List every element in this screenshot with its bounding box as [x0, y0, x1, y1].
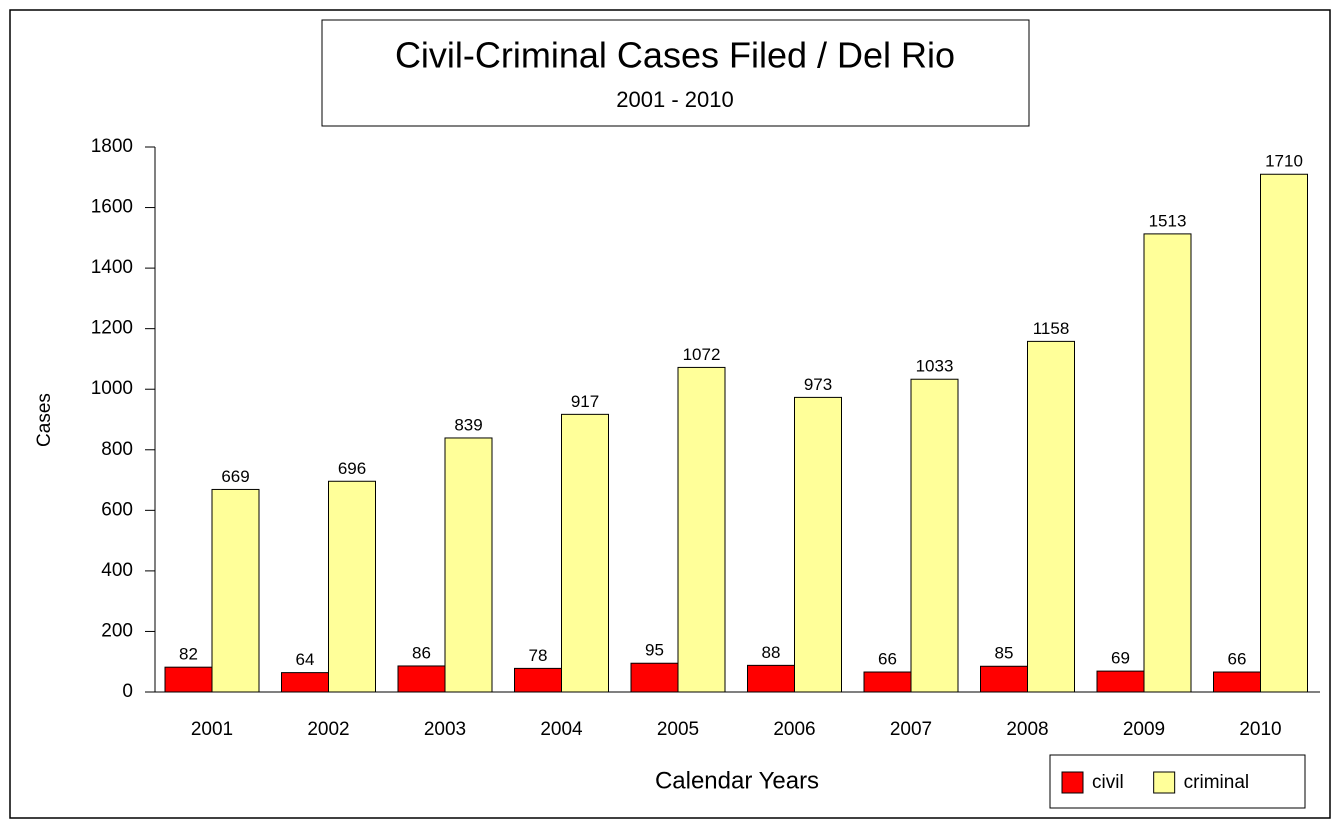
x-tick-label: 2002 [307, 719, 349, 740]
data-label: 1158 [1033, 319, 1070, 338]
y-tick-label: 800 [101, 439, 133, 460]
chart-subtitle: 2001 - 2010 [616, 87, 733, 112]
bar [328, 480, 376, 693]
bar [1260, 173, 1308, 693]
bar [1213, 671, 1261, 693]
bar [514, 667, 562, 693]
bar [747, 664, 795, 693]
data-label: 78 [529, 646, 548, 665]
bar [211, 488, 260, 693]
x-tick-label: 2009 [1123, 719, 1165, 740]
x-tick-label: 2001 [191, 719, 233, 740]
data-label: 1072 [683, 345, 721, 364]
chart-border [9, 9, 1331, 819]
bar [1143, 233, 1192, 693]
y-tick-label: 1000 [91, 378, 133, 399]
data-label: 839 [454, 415, 482, 434]
data-label: 669 [221, 467, 249, 486]
y-axis-label: Cases [34, 393, 55, 447]
x-tick-label: 2007 [890, 719, 932, 740]
data-label: 1033 [916, 357, 954, 376]
bar [164, 666, 213, 693]
y-tick-label: 0 [122, 681, 133, 702]
y-tick-label: 200 [101, 620, 133, 641]
data-label: 82 [179, 645, 198, 664]
bar [281, 672, 329, 693]
data-label: 1513 [1149, 211, 1187, 230]
bar [980, 665, 1028, 693]
y-tick-label: 600 [101, 499, 133, 520]
data-label: 95 [645, 641, 664, 660]
y-tick-label: 1200 [91, 318, 133, 339]
bar [444, 437, 493, 693]
x-tick-label: 2004 [540, 719, 583, 740]
chart-title: Civil-Criminal Cases Filed / Del Rio [395, 35, 955, 76]
data-label: 917 [571, 392, 599, 411]
bar [561, 413, 609, 693]
bar [1027, 340, 1075, 693]
data-label: 1710 [1265, 152, 1303, 171]
legend-label: criminal [1184, 772, 1249, 793]
legend-swatch [1153, 771, 1176, 794]
x-tick-label: 2006 [773, 719, 815, 740]
bar [630, 662, 679, 693]
legend-label: civil [1092, 772, 1124, 793]
bar [1096, 670, 1145, 693]
data-label: 86 [412, 643, 431, 662]
data-label: 696 [338, 459, 366, 478]
y-tick-label: 1600 [91, 197, 133, 218]
bar [677, 366, 726, 693]
data-label: 85 [995, 644, 1014, 663]
data-label: 64 [296, 650, 315, 669]
bar [397, 665, 446, 693]
x-tick-label: 2003 [424, 719, 466, 740]
x-tick-label: 2010 [1239, 719, 1281, 740]
title-box [321, 19, 1030, 127]
legend-swatch [1061, 771, 1084, 794]
data-label: 66 [878, 650, 897, 669]
data-label: 973 [804, 375, 832, 394]
data-label: 69 [1111, 649, 1130, 668]
x-axis-label: Calendar Years [655, 767, 819, 794]
y-tick-label: 1400 [91, 257, 133, 278]
y-tick-label: 400 [101, 560, 133, 581]
legend-box [1049, 754, 1306, 809]
y-tick-label: 1800 [91, 136, 133, 157]
bar [910, 378, 959, 693]
x-tick-label: 2008 [1006, 719, 1048, 740]
bar [794, 396, 842, 693]
x-tick-label: 2005 [657, 719, 699, 740]
bar [863, 671, 912, 693]
data-label: 88 [762, 643, 781, 662]
data-label: 66 [1228, 650, 1247, 669]
